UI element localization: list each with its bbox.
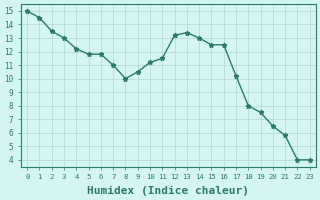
X-axis label: Humidex (Indice chaleur): Humidex (Indice chaleur) [87, 186, 250, 196]
